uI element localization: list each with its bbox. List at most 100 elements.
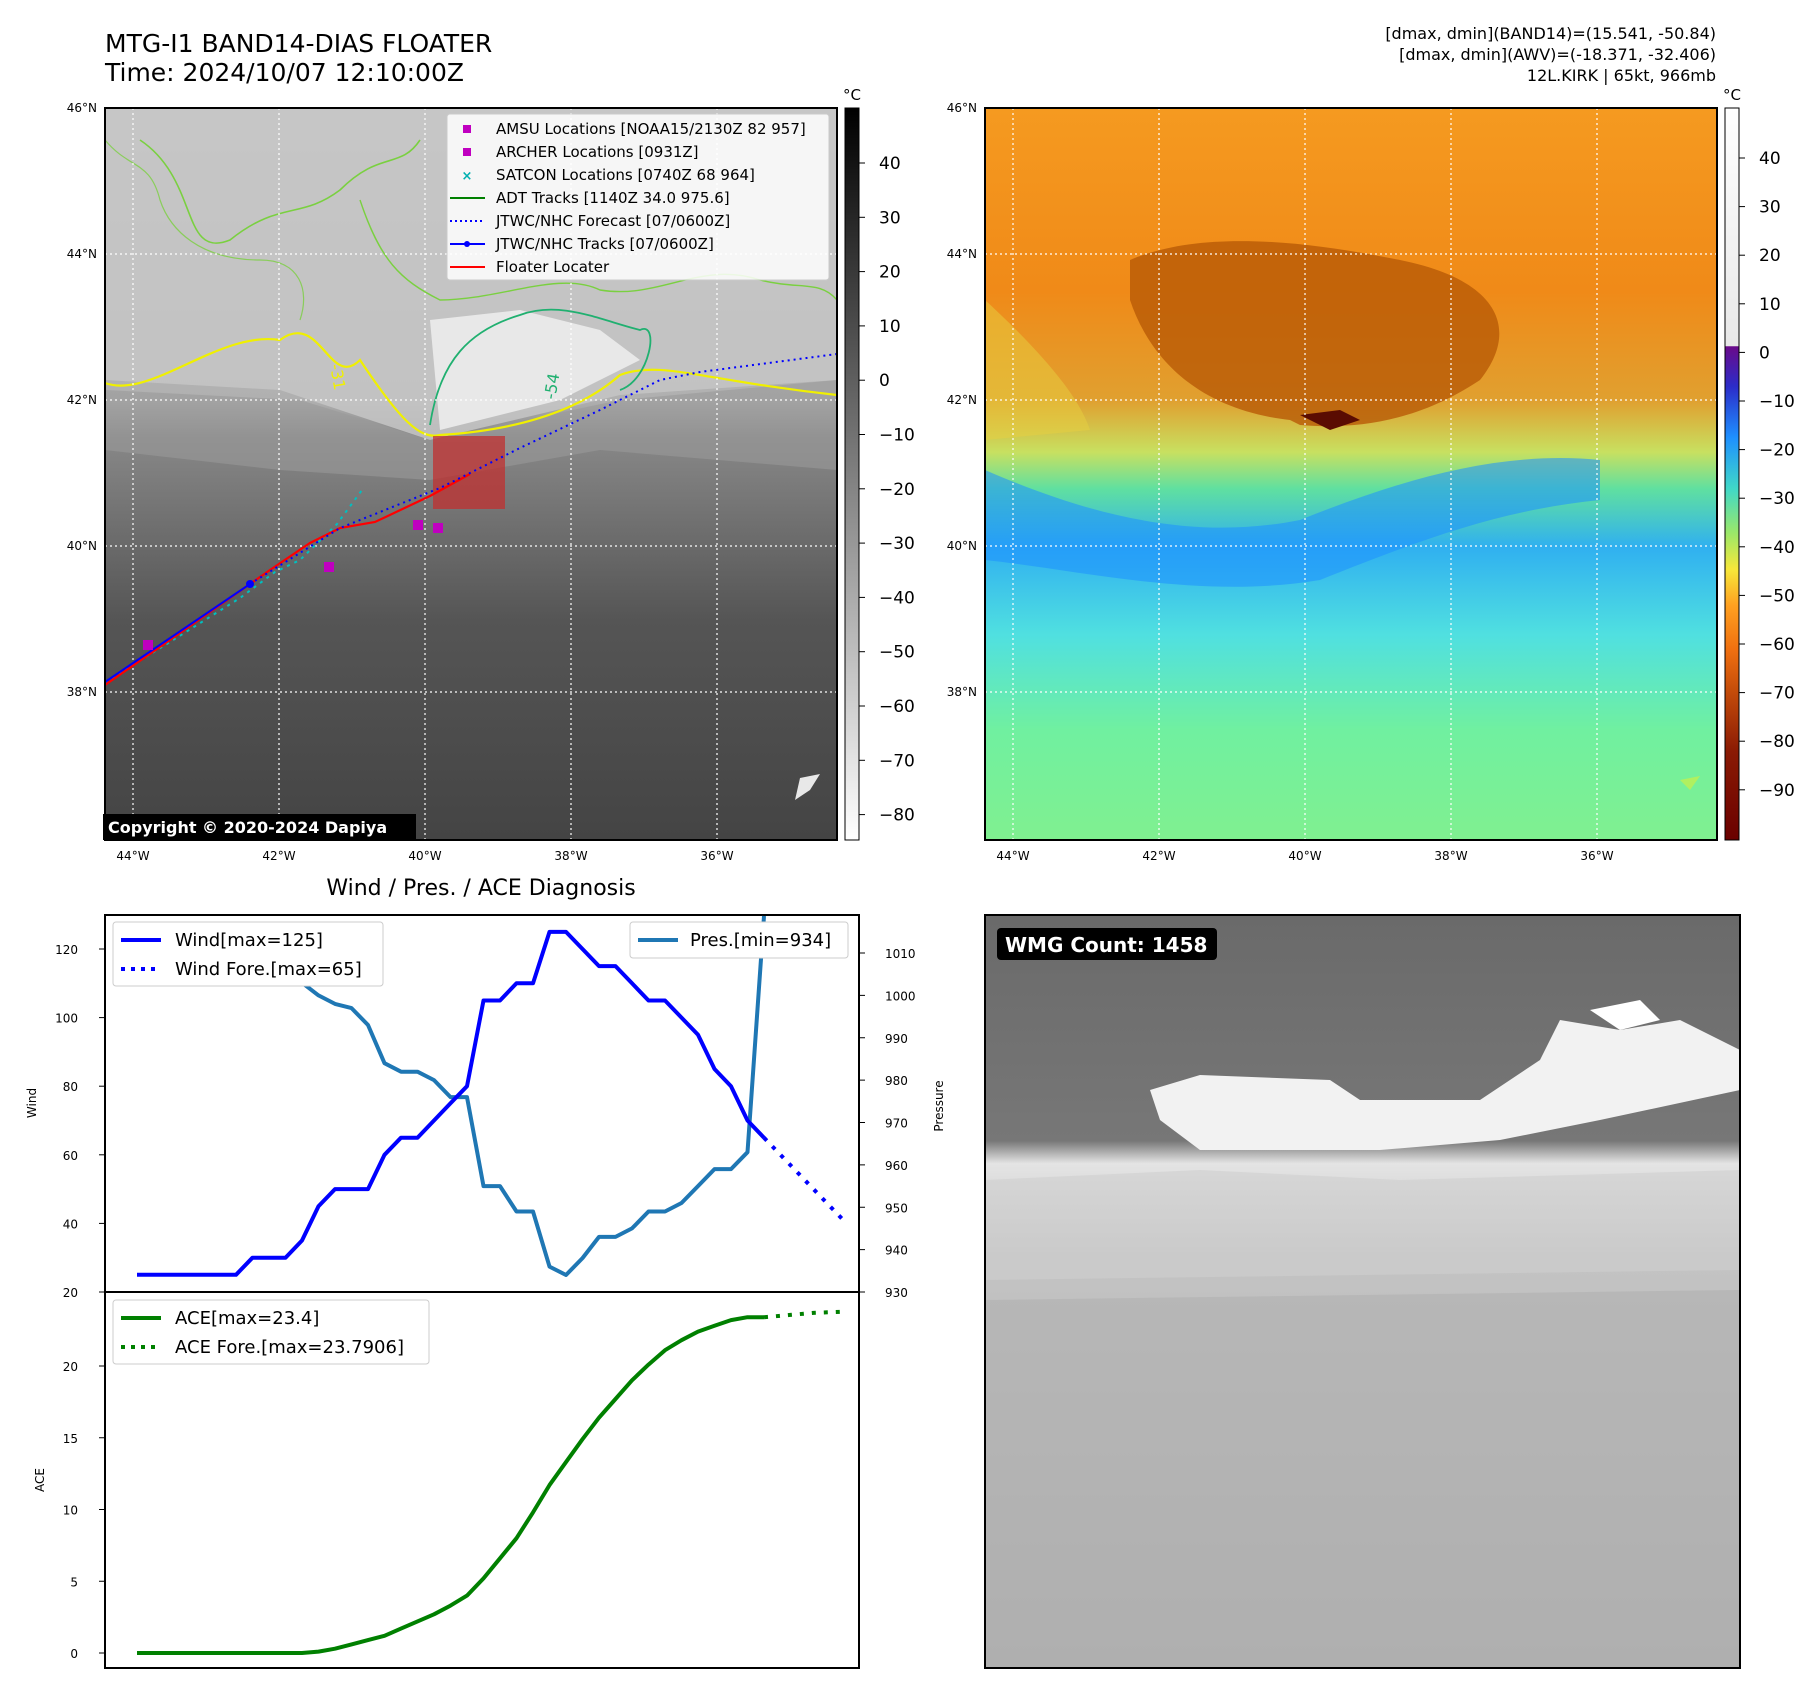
colorbar-tick-label: −10	[879, 426, 915, 446]
amsu-location	[413, 520, 423, 530]
ir-midlevel-cloud	[105, 380, 837, 480]
legend-box	[446, 113, 830, 281]
wind-legend-label: Wind[max=125]	[175, 930, 323, 951]
wmg-panel: WMG Count: 1458	[984, 914, 1741, 1669]
ir-colorbar-bar	[844, 107, 860, 841]
colorbar-tick-label: 40	[1759, 149, 1781, 169]
colorbar-tick-label: −40	[1759, 538, 1795, 558]
lon-tick-label: 38°W	[554, 849, 587, 863]
ace-legend-label: ACE[max=23.4]	[175, 1308, 319, 1329]
lat-tick-label: 46°N	[947, 101, 977, 115]
wv-imagery	[985, 108, 1717, 840]
axis-tick-label: 5	[70, 1575, 78, 1589]
colorbar-tick-label: −60	[879, 697, 915, 717]
wv-colorbar-bar	[1724, 107, 1740, 841]
pressure-legend: Pres.[min=934]	[629, 921, 849, 959]
legend-x-marker: ×	[462, 169, 473, 184]
floater-locater-track	[105, 473, 471, 686]
colorbar-tick-label: 10	[1759, 295, 1781, 315]
colorbar-tick-label: −10	[1759, 392, 1795, 412]
wind-axis-label: Wind	[25, 1088, 39, 1118]
wv-map-panel: 46°N 44°N 42°N 40°N 38°N 44°W 42°W 40°W 38°W 36°…	[947, 101, 1718, 863]
lat-tick-label: 46°N	[67, 101, 97, 115]
ace-ticks: 20 15 10 5 0	[63, 1360, 105, 1661]
wv-lat-labels: 46°N 44°N 42°N 40°N 38°N	[947, 101, 977, 699]
colorbar-tick-label: −60	[1759, 635, 1795, 655]
ir-colorbar: °C 40 30 20 10 0 −10 −20 −30 −40 −50 −60 −70 −80	[843, 86, 915, 841]
lat-tick-label: 42°N	[67, 393, 97, 407]
colorbar-tick-label: −90	[1759, 781, 1795, 801]
lat-tick-label: 42°N	[947, 393, 977, 407]
lon-tick-label: 42°W	[1142, 849, 1175, 863]
lon-tick-label: 40°W	[408, 849, 441, 863]
wmg-frame	[984, 914, 1741, 1669]
wind-fore-legend-label: Wind Fore.[max=65]	[175, 959, 362, 980]
lat-tick-label: 40°N	[67, 539, 97, 553]
colorbar-tick-label: −30	[879, 534, 915, 554]
colorbar-tick-label: −80	[879, 806, 915, 826]
wv-gridlines	[985, 108, 1717, 840]
colorbar-tick-label: −70	[879, 751, 915, 771]
colorbar-tick-label: 30	[879, 208, 901, 228]
axis-tick-label: 80	[63, 1080, 78, 1094]
ir-colorbar-unit: °C	[843, 86, 861, 104]
legend-dot-marker	[464, 241, 470, 247]
pressure-legend-label: Pres.[min=934]	[690, 930, 831, 951]
axis-tick-label: 940	[885, 1244, 908, 1258]
colorbar-tick-label: −80	[1759, 732, 1795, 752]
legend-label: Floater Locater	[496, 258, 610, 276]
axis-tick-label: 960	[885, 1159, 908, 1173]
lat-tick-label: 38°N	[947, 685, 977, 699]
colorbar-tick-label: −30	[1759, 489, 1795, 509]
wind-forecast-line	[762, 1136, 848, 1225]
ir-cold-core	[430, 310, 640, 430]
archer-location	[433, 523, 443, 533]
ir-contour-54	[429, 308, 652, 426]
lon-tick-label: 36°W	[1580, 849, 1613, 863]
info-storm: 12L.KIRK | 65kt, 966mb	[1527, 66, 1716, 85]
axis-tick-label: 120	[55, 943, 78, 957]
legend-label: ARCHER Locations [0931Z]	[496, 143, 699, 161]
axis-tick-label: 950	[885, 1201, 908, 1215]
info-band14-range: [dmax, dmin](BAND14)=(15.541, -50.84)	[1385, 24, 1716, 43]
colorbar-tick-label: −50	[879, 643, 915, 663]
colorbar-tick-label: −40	[879, 588, 915, 608]
colorbar-tick-label: 20	[1759, 246, 1781, 266]
colorbar-tick-label: −20	[1759, 441, 1795, 461]
wv-map-frame	[984, 107, 1718, 841]
lon-tick-label: 40°W	[1288, 849, 1321, 863]
ace-fore-legend-label: ACE Fore.[max=23.7906]	[175, 1337, 404, 1358]
legend-label: JTWC/NHC Tracks [07/0600Z]	[495, 235, 714, 253]
jtwc-nhc-track	[105, 583, 251, 683]
copyright-text: Copyright © 2020-2024 Dapiya	[108, 818, 387, 837]
ir-contour-31	[105, 332, 837, 437]
satcon-track	[105, 489, 363, 683]
wv-colorbar: °C 40 30 20 10 0 −10 −20 −30 −40 −50 −60 −70 −80 −90	[1723, 86, 1795, 841]
info-awv-range: [dmax, dmin](AWV)=(-18.371, -32.406)	[1399, 45, 1716, 64]
wind-series-line	[137, 929, 766, 1277]
figure-title: MTG-I1 BAND14-DIAS FLOATER	[105, 29, 492, 58]
legend-label: JTWC/NHC Forecast [07/0600Z]	[495, 212, 730, 230]
axis-tick-label: 20	[63, 1360, 78, 1374]
axis-tick-label: 980	[885, 1074, 908, 1088]
axis-tick-label: 40	[63, 1217, 78, 1231]
contour-label-31: -31	[326, 362, 349, 391]
colorbar-tick-label: 40	[879, 154, 901, 174]
lat-tick-label: 38°N	[67, 685, 97, 699]
ace-axis-label: ACE	[33, 1468, 47, 1492]
wv-moist-band	[985, 458, 1600, 587]
lon-tick-label: 44°W	[116, 849, 149, 863]
ir-lat-labels: 46°N 44°N 42°N 40°N 38°N	[67, 101, 97, 699]
colorbar-tick-label: −20	[879, 480, 915, 500]
axis-tick-label: 970	[885, 1117, 908, 1131]
axis-tick-label: 1000	[885, 989, 916, 1003]
ir-map-panel: -31 -54 46°N 44°N 42°N 40°N 38°N 44°W 42°W 40°…	[67, 101, 838, 863]
legend-square-marker	[463, 125, 471, 133]
wind-ticks: 120 100 80 60 40 20	[55, 943, 105, 1300]
colorbar-tick-label: 30	[1759, 198, 1781, 218]
legend-square-marker	[463, 148, 471, 156]
diagnosis-title: Wind / Pres. / ACE Diagnosis	[326, 876, 635, 901]
colorbar-tick-label: 20	[879, 263, 901, 283]
legend-label: ADT Tracks [1140Z 34.0 975.6]	[496, 189, 730, 207]
ace-series-line	[137, 1315, 764, 1655]
